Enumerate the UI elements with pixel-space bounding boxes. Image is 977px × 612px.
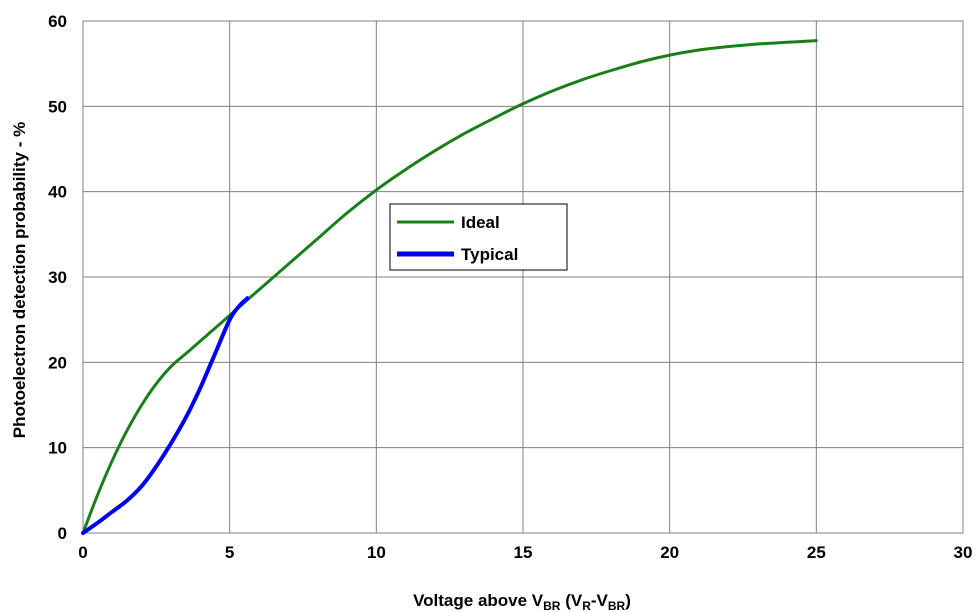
x-tick-label: 15 (514, 543, 533, 562)
x-tick-label: 0 (78, 543, 87, 562)
x-axis-label-part: -V (591, 591, 609, 610)
grid (82, 20, 964, 534)
y-tick-label: 60 (48, 12, 67, 31)
y-tick-label: 30 (48, 268, 67, 287)
x-axis-label-subscript: R (582, 599, 591, 612)
y-tick-label: 50 (48, 97, 67, 116)
x-axis-label-part: ) (625, 591, 631, 610)
y-axis-label: Photoelectron detection probability - % (10, 122, 29, 438)
x-tick-label: 25 (807, 543, 826, 562)
x-axis-label-subscript: BR (608, 599, 626, 612)
y-axis-tick-labels: 0 10 20 30 40 50 60 (48, 12, 67, 543)
x-axis-tick-labels: 0 5 10 15 20 25 30 (78, 543, 972, 562)
x-axis-label-part: Voltage above V (413, 591, 544, 610)
series-line-ideal (81, 39, 818, 535)
x-tick-label: 10 (367, 543, 386, 562)
legend: Ideal Typical (389, 203, 568, 271)
y-tick-label: 10 (48, 439, 67, 458)
x-axis-label-part: (V (560, 591, 582, 610)
legend-label-ideal: Ideal (461, 213, 500, 232)
series-line-typical (81, 296, 250, 535)
legend-label-typical: Typical (461, 245, 518, 264)
y-tick-label: 40 (48, 183, 67, 202)
y-tick-label: 0 (58, 524, 67, 543)
x-tick-label: 20 (660, 543, 679, 562)
x-tick-label: 5 (225, 543, 234, 562)
legend-items: Ideal Typical (397, 213, 518, 264)
x-axis-label: Voltage above VBR (VR-VBR) (413, 591, 631, 612)
legend-box (389, 203, 568, 271)
plot-area (82, 20, 964, 534)
y-tick-label: 20 (48, 353, 67, 372)
series-layer (81, 39, 818, 535)
x-tick-label: 30 (954, 543, 973, 562)
x-axis-label-subscript: BR (543, 599, 561, 612)
